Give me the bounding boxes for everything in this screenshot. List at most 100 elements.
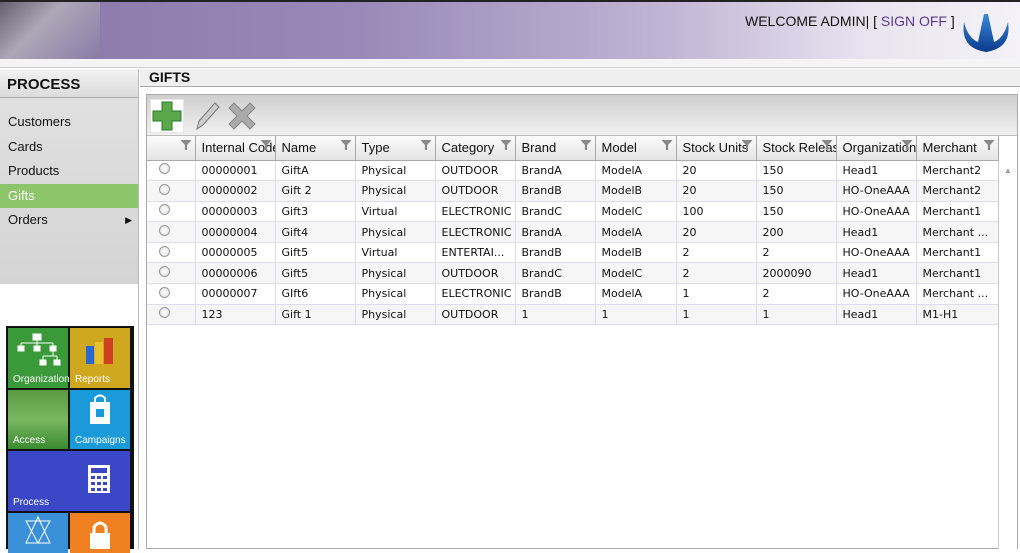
table-row[interactable]: 00000004 Gift4 Physical ELECTRONIC BrandA Mod… (147, 221, 999, 243)
table-cell: Merchant ... (916, 283, 999, 305)
table-cell: Merchant2 (916, 180, 999, 202)
filter-icon[interactable] (580, 140, 592, 150)
tile-label: Reports (75, 374, 111, 385)
tile-process[interactable]: Process (8, 451, 130, 511)
edit-pencil-icon[interactable] (189, 99, 223, 133)
table-row[interactable]: 00000001 GiftA Physical OUTDOOR BrandA ModelA… (147, 160, 999, 182)
table-row[interactable]: 00000002 Gift 2 Physical OUTDOOR BrandB Model… (147, 180, 999, 202)
tile-reports[interactable]: Reports (70, 328, 130, 388)
column-label: Merchant (922, 140, 977, 156)
table-cell: BrandC (515, 262, 596, 285)
page-title: GIFTS (140, 69, 1020, 87)
row-radio[interactable] (159, 183, 170, 195)
table-row[interactable]: 00000007 GIft6 Physical ELECTRONIC BrandB Mod… (147, 283, 999, 305)
table-row[interactable]: 123 Gift 1 Physical OUTDOOR 1 1 1 1 Head1 M1-H1 (147, 304, 999, 326)
table-row[interactable]: 00000005 Gift5 Virtual ENTERTAI... BrandB Mod… (147, 242, 999, 264)
table-cell: 20 (676, 180, 757, 202)
table-cell: 00000006 (195, 262, 276, 285)
column-label: Stock Release (762, 140, 836, 156)
filter-icon[interactable] (500, 140, 512, 150)
table-row[interactable]: 00000003 Gift3 Virtual ELECTRONIC BrandC Mode… (147, 201, 999, 223)
table-cell: Merchant1 (916, 262, 999, 285)
company-logo (963, 14, 1009, 52)
table-cell: Gift 2 (275, 180, 356, 202)
table-cell: 1 (515, 304, 596, 326)
column-header-model[interactable]: Model (595, 136, 677, 161)
sidebar-item-label: Cards (8, 138, 43, 154)
delete-x-icon[interactable] (225, 99, 259, 133)
table-cell: Head1 (836, 304, 917, 326)
filter-icon[interactable] (661, 140, 673, 150)
table-cell: ELECTRONIC (435, 221, 516, 243)
filter-icon[interactable] (340, 140, 352, 150)
tile-campaigns[interactable]: Campaigns (70, 390, 130, 449)
table-cell: ELECTRONIC (435, 201, 516, 223)
filter-icon[interactable] (260, 140, 272, 150)
column-header-select[interactable] (147, 136, 196, 161)
header-strip (0, 59, 1020, 68)
table-cell: Virtual (355, 201, 436, 223)
table-cell: BrandA (515, 160, 596, 182)
vertical-scrollbar[interactable]: ▲ (998, 162, 1017, 549)
column-label: Category (441, 140, 495, 156)
column-header-stock-units[interactable]: Stock Units (676, 136, 757, 161)
sidebar-item-orders[interactable]: Orders ▶ (0, 208, 138, 233)
lock-icon (90, 521, 110, 549)
column-header-stock-release[interactable]: Stock Release (756, 136, 837, 161)
scroll-up-icon[interactable]: ▲ (1004, 166, 1012, 175)
row-radio[interactable] (159, 163, 170, 175)
column-header-brand[interactable]: Brand (515, 136, 596, 161)
column-header-type[interactable]: Type (355, 136, 436, 161)
table-cell: 1 (676, 283, 757, 305)
sidebar-item-customers[interactable]: Customers (0, 110, 138, 135)
sign-off-link[interactable]: SIGN OFF (880, 13, 947, 29)
table-cell: 150 (756, 201, 837, 223)
add-icon[interactable] (150, 99, 184, 133)
column-header-category[interactable]: Category (435, 136, 516, 161)
tile-access[interactable]: Access (8, 390, 68, 449)
filter-icon[interactable] (741, 140, 753, 150)
filter-icon[interactable] (180, 140, 192, 150)
table-cell: Physical (355, 160, 436, 182)
table-cell: 1 (676, 304, 757, 326)
column-header-internal-code[interactable]: Internal Code (195, 136, 276, 161)
sidebar-item-gifts[interactable]: Gifts (0, 183, 138, 208)
sidebar-item-cards[interactable]: Cards (0, 135, 138, 160)
sidebar-item-products[interactable]: Products (0, 159, 138, 184)
table-cell: Merchant2 (916, 160, 999, 182)
table-cell: OUTDOOR (435, 262, 516, 285)
row-radio[interactable] (159, 266, 170, 278)
row-radio[interactable] (159, 307, 170, 319)
table-cell: Merchant ... (916, 221, 999, 243)
column-label: Stock Units (682, 140, 749, 156)
tile-organization[interactable]: Organization (8, 328, 70, 388)
table-cell: Physical (355, 304, 436, 326)
filter-icon[interactable] (901, 140, 913, 150)
select-cell (147, 242, 196, 264)
table-cell: Merchant1 (916, 242, 999, 264)
column-header-name[interactable]: Name (275, 136, 356, 161)
column-header-organization[interactable]: Organization (836, 136, 917, 161)
table-cell: 00000004 (195, 221, 276, 243)
calculator-icon (88, 465, 110, 493)
header-image (0, 2, 100, 59)
tile-security[interactable] (70, 513, 130, 553)
tile-network[interactable] (8, 513, 68, 553)
table-cell: Gift5 (275, 242, 356, 264)
column-label: Name (281, 140, 317, 156)
row-radio[interactable] (159, 204, 170, 216)
filter-icon[interactable] (983, 140, 995, 150)
table-cell: Head1 (836, 221, 917, 243)
table-row[interactable]: 00000006 Gift5 Physical OUTDOOR BrandC ModelC… (147, 262, 999, 285)
sidebar-item-label: Customers (8, 114, 71, 129)
row-radio[interactable] (159, 225, 170, 237)
row-radio[interactable] (159, 286, 170, 298)
column-header-merchant[interactable]: Merchant (916, 136, 999, 161)
filter-icon[interactable] (420, 140, 432, 150)
select-cell (147, 160, 196, 182)
row-radio[interactable] (159, 245, 170, 257)
table-cell: 150 (756, 180, 837, 202)
table-cell: GiftA (275, 160, 356, 182)
filter-icon[interactable] (821, 140, 833, 150)
welcome-text: WELCOME ADMIN| [ SIGN OFF ] (745, 13, 955, 29)
